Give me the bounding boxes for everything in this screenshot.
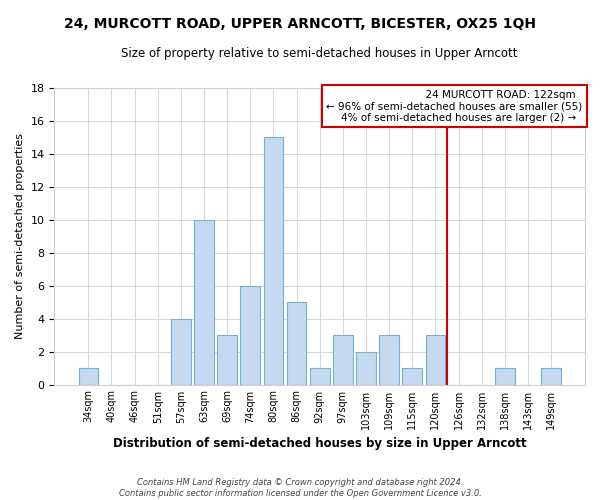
Bar	[541, 368, 561, 384]
Bar	[79, 368, 98, 384]
Text: Contains HM Land Registry data © Crown copyright and database right 2024.
Contai: Contains HM Land Registry data © Crown c…	[119, 478, 481, 498]
Bar	[403, 368, 422, 384]
Text: 24 MURCOTT ROAD: 122sqm  
← 96% of semi-detached houses are smaller (55)
4% of s: 24 MURCOTT ROAD: 122sqm ← 96% of semi-de…	[326, 90, 583, 122]
Y-axis label: Number of semi-detached properties: Number of semi-detached properties	[15, 134, 25, 340]
Bar	[333, 335, 353, 384]
Bar	[171, 318, 191, 384]
Bar	[263, 138, 283, 384]
Bar	[379, 335, 399, 384]
Bar	[241, 286, 260, 384]
Bar	[356, 352, 376, 384]
Bar	[495, 368, 515, 384]
Bar	[217, 335, 237, 384]
Bar	[310, 368, 329, 384]
Text: 24, MURCOTT ROAD, UPPER ARNCOTT, BICESTER, OX25 1QH: 24, MURCOTT ROAD, UPPER ARNCOTT, BICESTE…	[64, 18, 536, 32]
Bar	[425, 335, 445, 384]
Bar	[287, 302, 307, 384]
X-axis label: Distribution of semi-detached houses by size in Upper Arncott: Distribution of semi-detached houses by …	[113, 437, 527, 450]
Title: Size of property relative to semi-detached houses in Upper Arncott: Size of property relative to semi-detach…	[121, 48, 518, 60]
Bar	[194, 220, 214, 384]
